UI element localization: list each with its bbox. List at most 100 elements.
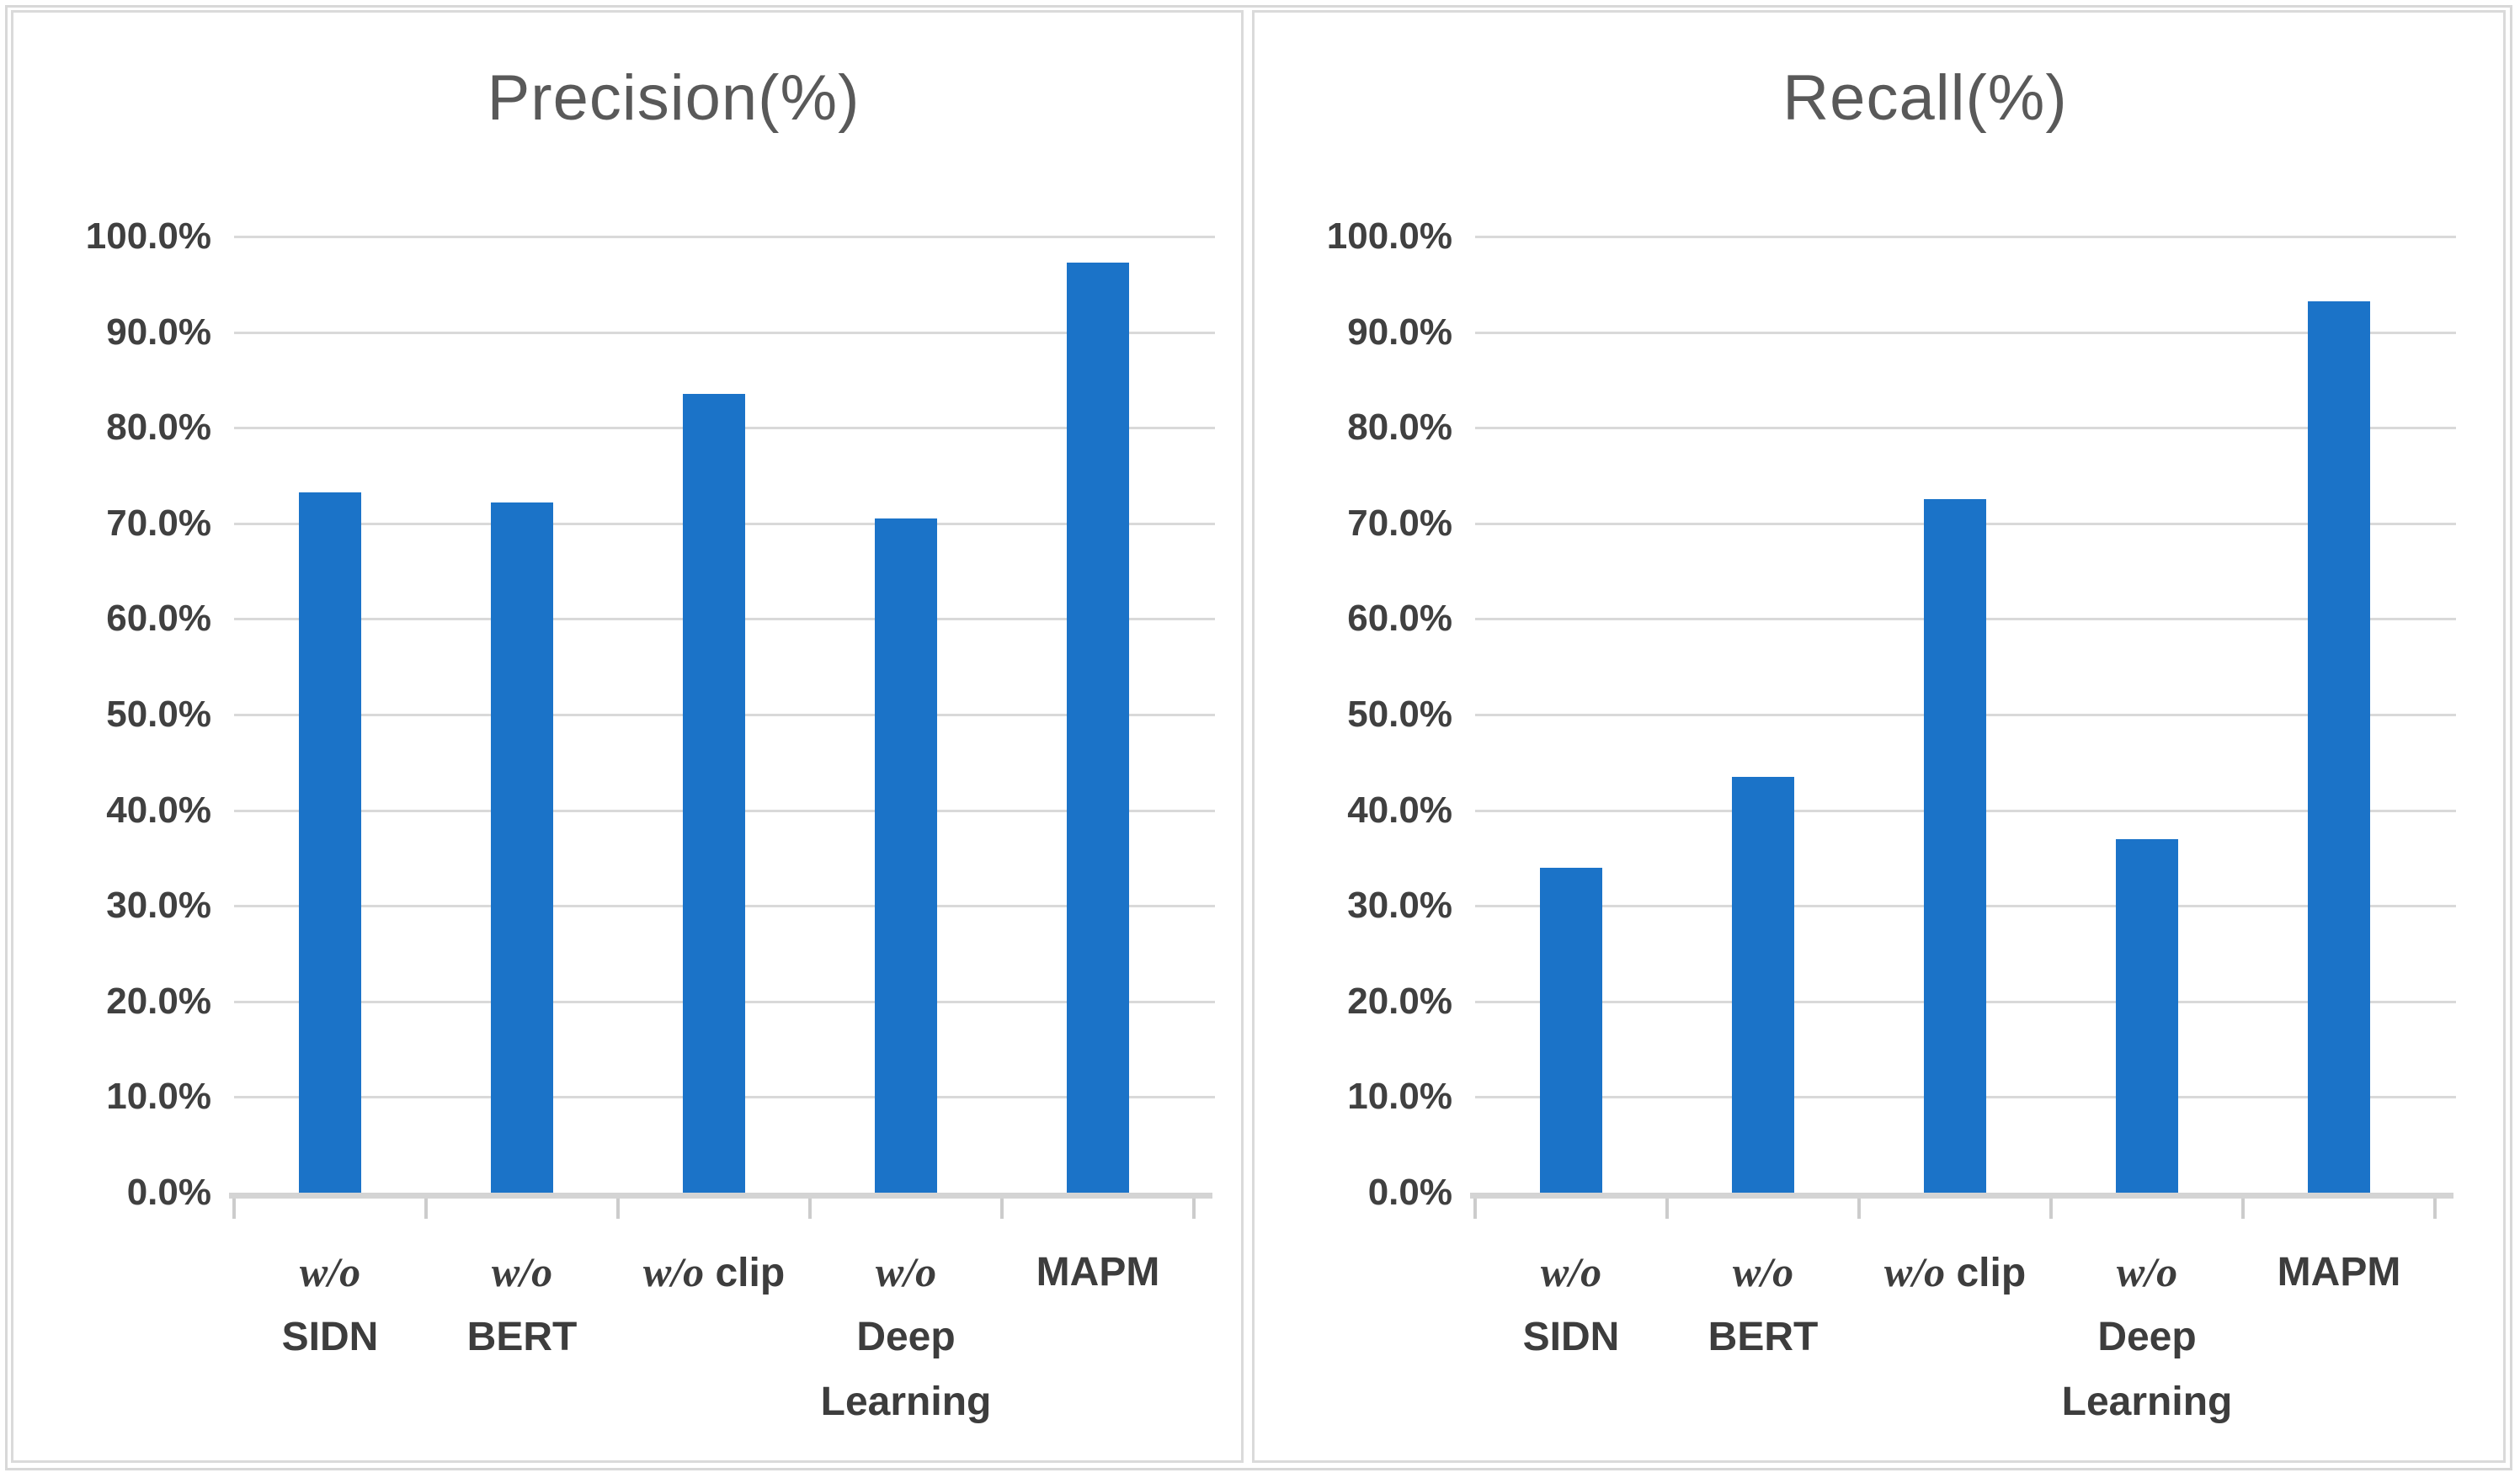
category-name-text: Deep — [2097, 1315, 2197, 1359]
bar — [875, 518, 937, 1193]
bar — [1924, 499, 1986, 1193]
category-name-text: Learning — [2061, 1380, 2233, 1424]
recall-chart-panel: Recall(%) 0.0% 10.0% 20.0% 30.0% 40.0% 50.0% 6… — [1252, 10, 2506, 1463]
wo-abbrev-text: w/o — [642, 1248, 705, 1295]
bar — [299, 492, 361, 1193]
x-axis-tick — [1473, 1199, 1477, 1219]
precision-chart-panel: Precision(%) 0.0% 10.0% 20.0% 30.0% 40.0% 50.… — [11, 10, 1244, 1463]
x-axis-line — [229, 1193, 1212, 1199]
y-axis-tick-label: 60.0% — [106, 598, 211, 640]
bar — [1540, 867, 1602, 1193]
category-name-text: clip — [704, 1251, 786, 1295]
y-axis-tick-label: 50.0% — [106, 694, 211, 735]
category-label: w/o clip — [1851, 1240, 2059, 1305]
gridline — [234, 236, 1215, 238]
wo-abbrev-text: w/o — [1732, 1248, 1794, 1295]
wo-abbrev-text: w/o — [491, 1248, 553, 1295]
wo-abbrev-text: w/o — [2116, 1248, 2178, 1295]
x-axis-tick — [808, 1199, 812, 1219]
category-label-line: w/o — [418, 1240, 626, 1305]
category-label-line: w/o — [1467, 1240, 1676, 1305]
y-axis-tick-label: 20.0% — [1347, 980, 1452, 1022]
category-label-line: SIDN — [226, 1305, 434, 1369]
y-axis-tick-label: 80.0% — [106, 407, 211, 449]
category-label-line: MAPM — [994, 1240, 1202, 1305]
category-name-text: MAPM — [2277, 1250, 2401, 1295]
y-axis-tick-label: 0.0% — [126, 1172, 211, 1213]
bar — [491, 502, 553, 1193]
x-axis-tick — [1857, 1199, 1861, 1219]
y-axis-tick-label: 30.0% — [1347, 885, 1452, 927]
category-name-text: Learning — [820, 1380, 992, 1424]
chart-title: Precision(%) — [487, 62, 860, 134]
x-axis-tick — [1192, 1199, 1196, 1219]
y-axis-tick-label: 40.0% — [1347, 789, 1452, 831]
category-label: MAPM — [2235, 1240, 2443, 1305]
category-name-text: MAPM — [1036, 1250, 1160, 1295]
y-axis-tick-label: 70.0% — [1347, 502, 1452, 544]
category-label-line: Learning — [2043, 1369, 2251, 1434]
category-label: w/o SIDN — [226, 1240, 434, 1369]
gridline — [1475, 236, 2456, 238]
y-axis-tick-label: 10.0% — [1347, 1076, 1452, 1118]
x-axis-tick — [2049, 1199, 2053, 1219]
x-axis-tick — [1000, 1199, 1004, 1219]
category-label-line: w/o clip — [610, 1240, 818, 1305]
gridline — [234, 331, 1215, 334]
category-label: w/o SIDN — [1467, 1240, 1676, 1369]
x-axis-tick — [2241, 1199, 2245, 1219]
bar — [2116, 838, 2178, 1193]
x-axis-tick — [1665, 1199, 1669, 1219]
wo-abbrev-text: w/o — [299, 1248, 361, 1295]
y-axis-tick-label: 10.0% — [106, 1076, 211, 1118]
category-label-line: w/o — [802, 1240, 1010, 1305]
chart-title: Recall(%) — [1782, 62, 2068, 134]
x-axis-tick — [2433, 1199, 2437, 1219]
x-axis-line — [1470, 1193, 2453, 1199]
x-axis-tick — [616, 1199, 620, 1219]
bar — [1067, 262, 1129, 1193]
wo-abbrev-text: w/o — [1540, 1248, 1602, 1295]
recall-plot-area: 0.0% 10.0% 20.0% 30.0% 40.0% 50.0% 60.0% 70.0% 8… — [1255, 13, 2503, 1460]
category-label: w/o Deep Learning — [2043, 1240, 2251, 1434]
category-label: w/o clip — [610, 1240, 818, 1305]
wo-abbrev-text: w/o — [875, 1248, 937, 1295]
y-axis-tick-label: 60.0% — [1347, 598, 1452, 640]
x-axis-tick — [232, 1199, 236, 1219]
gridline — [1475, 331, 2456, 334]
y-axis-tick-label: 40.0% — [106, 789, 211, 831]
y-axis-tick-label: 80.0% — [1347, 407, 1452, 449]
y-axis-tick-label: 90.0% — [1347, 311, 1452, 353]
category-label-line: w/o — [226, 1240, 434, 1305]
category-name-text: clip — [1945, 1251, 2027, 1295]
category-name-text: BERT — [466, 1315, 578, 1359]
y-axis-tick-label: 90.0% — [106, 311, 211, 353]
category-label-line: Deep — [2043, 1305, 2251, 1369]
y-axis-tick-label: 30.0% — [106, 885, 211, 927]
wo-abbrev-text: w/o — [1883, 1248, 1946, 1295]
y-axis-tick-label: 100.0% — [1326, 215, 1452, 257]
category-label-line: Learning — [802, 1369, 1010, 1434]
category-name-text: SIDN — [1522, 1315, 1620, 1359]
category-label: MAPM — [994, 1240, 1202, 1305]
category-label-line: BERT — [1659, 1305, 1867, 1369]
bar — [1732, 776, 1794, 1193]
category-label-line: MAPM — [2235, 1240, 2443, 1305]
category-label-line: w/o — [1659, 1240, 1867, 1305]
x-axis-tick — [424, 1199, 428, 1219]
category-name-text: BERT — [1708, 1315, 1819, 1359]
category-label-line: BERT — [418, 1305, 626, 1369]
bar — [2308, 301, 2370, 1193]
gridline — [1475, 427, 2456, 430]
y-axis-tick-label: 100.0% — [85, 215, 211, 257]
category-label: w/o Deep Learning — [802, 1240, 1010, 1434]
y-axis-tick-label: 20.0% — [106, 980, 211, 1022]
category-label: w/o BERT — [418, 1240, 626, 1369]
category-name-text: SIDN — [281, 1315, 379, 1359]
category-label-line: SIDN — [1467, 1305, 1676, 1369]
precision-plot-area: 0.0% 10.0% 20.0% 30.0% 40.0% 50.0% 60.0% 70.0% 8… — [13, 13, 1241, 1460]
category-label-line: w/o clip — [1851, 1240, 2059, 1305]
y-axis-tick-label: 0.0% — [1367, 1172, 1452, 1213]
category-label: w/o BERT — [1659, 1240, 1867, 1369]
